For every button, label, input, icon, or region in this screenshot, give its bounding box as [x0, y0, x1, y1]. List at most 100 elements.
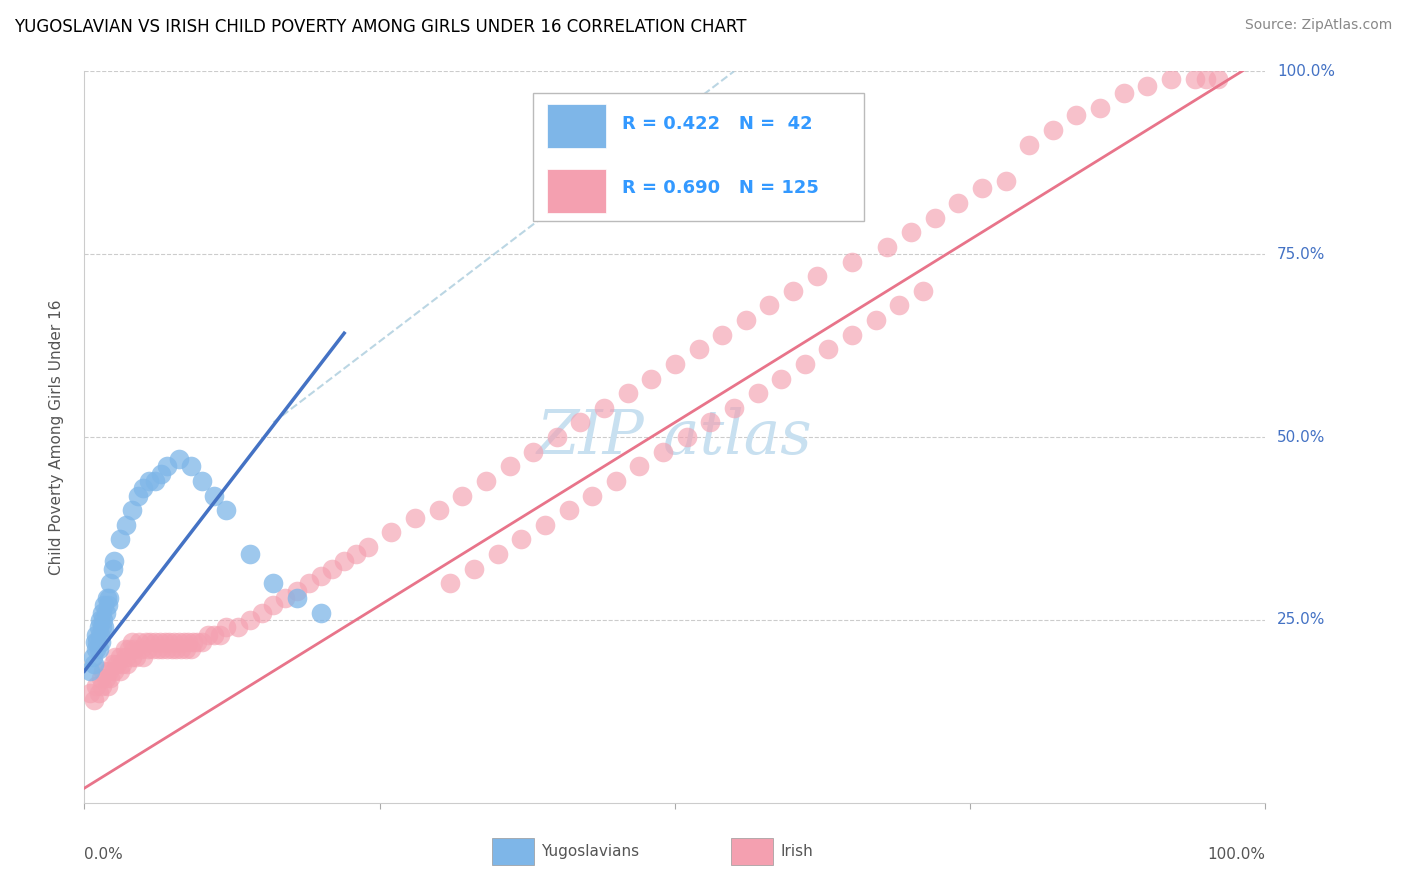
Point	[114, 642, 136, 657]
Point	[262, 576, 284, 591]
Point	[89, 627, 111, 641]
Point	[87, 686, 110, 700]
Point	[157, 635, 180, 649]
FancyBboxPatch shape	[547, 169, 606, 212]
Point	[103, 554, 125, 568]
Point	[197, 627, 219, 641]
Point	[127, 489, 149, 503]
Point	[262, 599, 284, 613]
Point	[202, 489, 225, 503]
Point	[98, 591, 121, 605]
Point	[94, 606, 117, 620]
Point	[89, 613, 111, 627]
Point	[121, 503, 143, 517]
Point	[82, 649, 104, 664]
Point	[98, 672, 121, 686]
Point	[146, 642, 169, 657]
Text: YUGOSLAVIAN VS IRISH CHILD POVERTY AMONG GIRLS UNDER 16 CORRELATION CHART: YUGOSLAVIAN VS IRISH CHILD POVERTY AMONG…	[14, 18, 747, 36]
Point	[84, 679, 107, 693]
Point	[114, 517, 136, 532]
Point	[167, 452, 190, 467]
Point	[209, 627, 232, 641]
Point	[747, 386, 769, 401]
Point	[865, 313, 887, 327]
FancyBboxPatch shape	[547, 104, 606, 148]
Point	[177, 635, 200, 649]
Point	[136, 642, 159, 657]
Text: Irish: Irish	[780, 845, 813, 859]
Text: 100.0%: 100.0%	[1277, 64, 1336, 78]
Point	[132, 481, 155, 495]
Point	[173, 635, 195, 649]
Point	[86, 635, 108, 649]
Point	[156, 642, 179, 657]
Point	[121, 649, 143, 664]
Point	[723, 401, 745, 415]
Point	[87, 642, 110, 657]
Point	[215, 503, 238, 517]
Point	[734, 313, 756, 327]
Point	[640, 371, 662, 385]
Point	[1136, 78, 1159, 93]
Point	[298, 576, 321, 591]
Point	[94, 672, 117, 686]
Point	[889, 298, 911, 312]
Point	[994, 174, 1017, 188]
Point	[404, 510, 426, 524]
Point	[711, 327, 734, 342]
Point	[782, 284, 804, 298]
Point	[1066, 108, 1088, 122]
Point	[770, 371, 793, 385]
Point	[181, 635, 204, 649]
Point	[451, 489, 474, 503]
Text: R = 0.690   N = 125: R = 0.690 N = 125	[621, 179, 818, 197]
Point	[970, 181, 993, 195]
Point	[593, 401, 616, 415]
Point	[96, 591, 118, 605]
Point	[84, 635, 107, 649]
Point	[439, 576, 461, 591]
Point	[101, 657, 124, 671]
Point	[91, 606, 114, 620]
Text: 100.0%: 100.0%	[1208, 847, 1265, 862]
Point	[143, 635, 166, 649]
Text: ZIP atlas: ZIP atlas	[537, 407, 813, 467]
Point	[93, 599, 115, 613]
Point	[557, 503, 579, 517]
Point	[163, 635, 186, 649]
Point	[149, 635, 172, 649]
Point	[91, 620, 114, 634]
Point	[101, 562, 124, 576]
Point	[115, 657, 138, 671]
Point	[121, 635, 143, 649]
Point	[170, 642, 193, 657]
Point	[79, 686, 101, 700]
Point	[91, 613, 114, 627]
Point	[186, 635, 208, 649]
Point	[135, 635, 157, 649]
Point	[97, 599, 120, 613]
Point	[129, 642, 152, 657]
Point	[107, 657, 129, 671]
Point	[1206, 71, 1229, 86]
Point	[202, 627, 225, 641]
Point	[806, 269, 828, 284]
Point	[534, 517, 557, 532]
Point	[285, 591, 308, 605]
Point	[1195, 71, 1218, 86]
Point	[321, 562, 343, 576]
Point	[900, 225, 922, 239]
Point	[191, 635, 214, 649]
Point	[150, 467, 173, 481]
Point	[675, 430, 697, 444]
Point	[111, 657, 134, 671]
Point	[758, 298, 780, 312]
Point	[104, 649, 127, 664]
Point	[118, 642, 141, 657]
Point	[569, 416, 592, 430]
Point	[1018, 137, 1040, 152]
Point	[699, 416, 721, 430]
Text: 50.0%: 50.0%	[1277, 430, 1326, 444]
Point	[841, 254, 863, 268]
Point	[84, 642, 107, 657]
